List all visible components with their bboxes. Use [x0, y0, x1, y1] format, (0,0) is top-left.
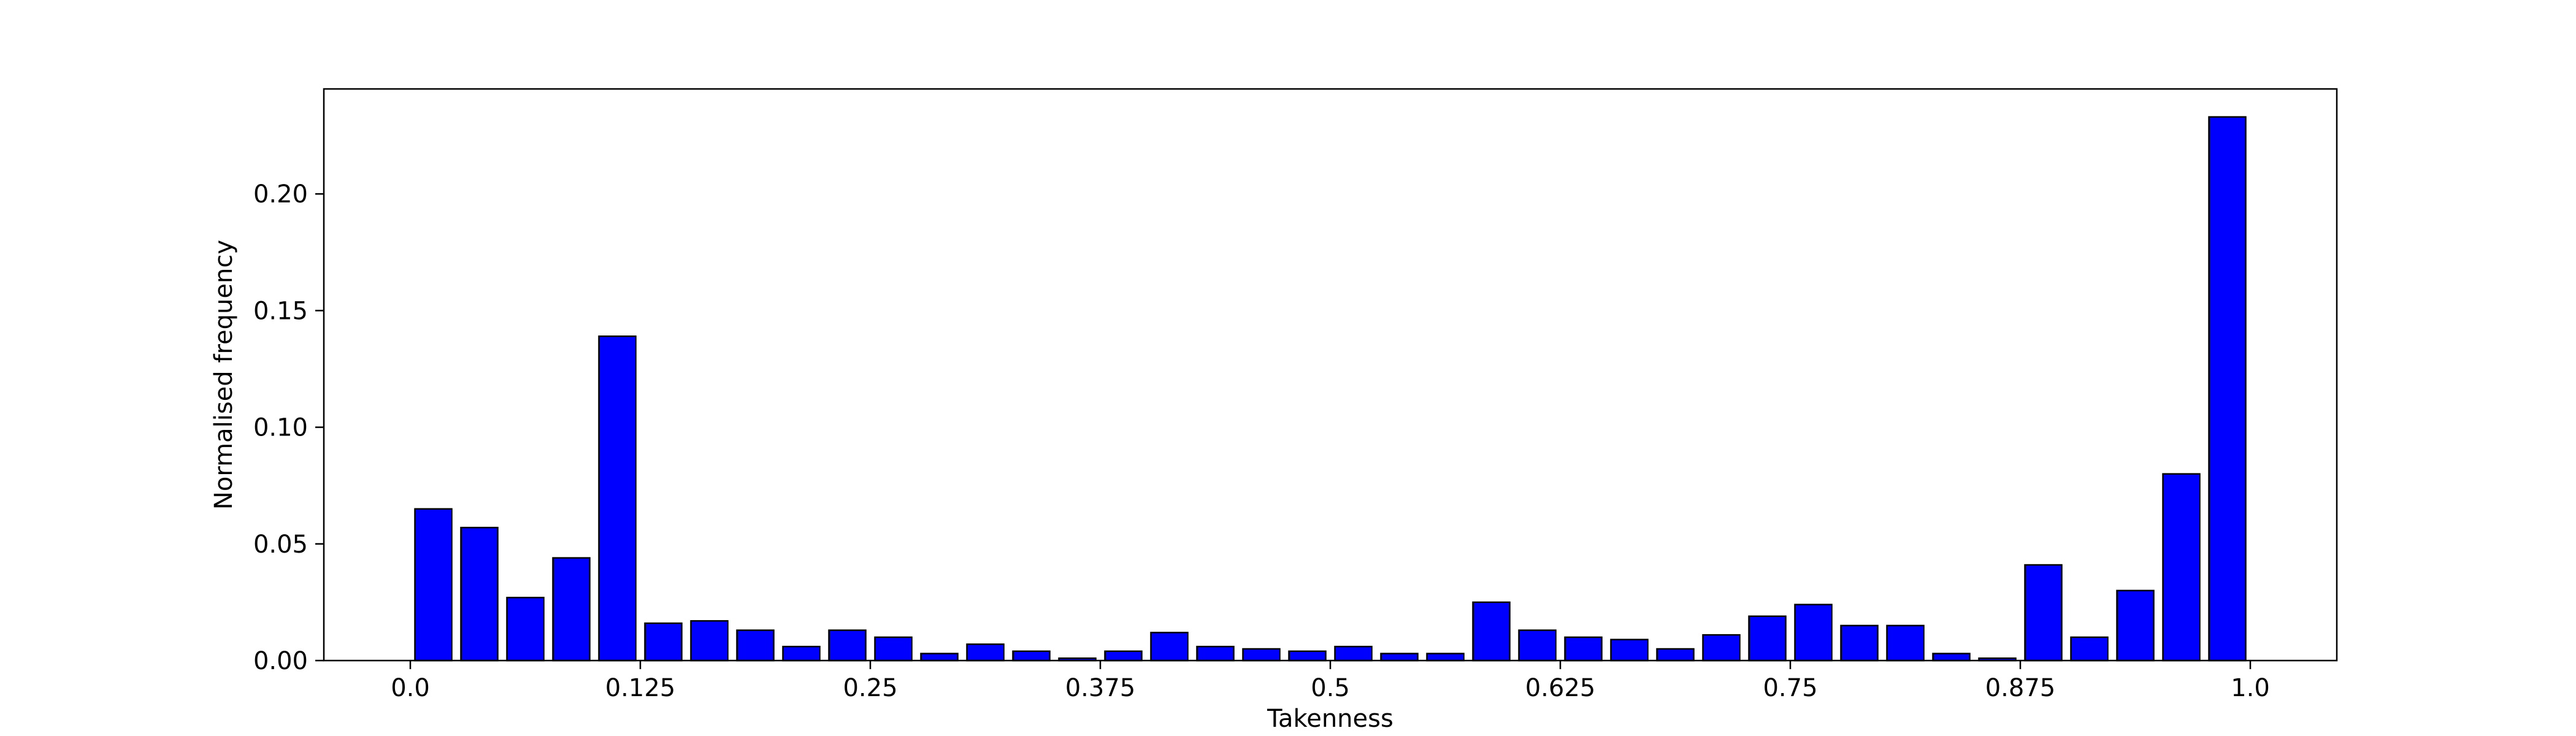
bar: [1288, 650, 1327, 662]
bars-group: [414, 116, 2247, 662]
x-tick-label: 0.25: [843, 674, 897, 702]
x-tick-label: 0.625: [1525, 674, 1596, 702]
bar: [736, 629, 775, 662]
x-tick-label: 0.125: [605, 674, 676, 702]
bar: [1334, 645, 1373, 662]
bar: [506, 597, 545, 662]
bar: [1748, 615, 1787, 662]
bar: [1794, 604, 1833, 662]
bar: [414, 508, 453, 662]
bar: [1150, 632, 1189, 662]
bar: [782, 645, 821, 662]
bar: [1886, 624, 1925, 662]
y-tick-label: 0.10: [253, 414, 308, 442]
x-tick-label: 0.375: [1065, 674, 1136, 702]
y-tick-label: 0.15: [253, 297, 308, 325]
bar: [460, 526, 499, 662]
bar: [1518, 629, 1557, 662]
bar: [1610, 638, 1649, 662]
bar: [690, 620, 729, 662]
bar: [1380, 653, 1419, 662]
bar: [874, 636, 913, 662]
bar: [1840, 624, 1879, 662]
bar: [920, 653, 959, 662]
bar: [598, 335, 637, 662]
bar: [1656, 648, 1695, 662]
bar: [1012, 650, 1051, 662]
x-tick-label: 0.875: [1985, 674, 2056, 702]
y-tick-label: 0.05: [253, 531, 308, 559]
x-tick-label: 0.0: [391, 674, 430, 702]
bar: [966, 643, 1005, 662]
bar: [2024, 564, 2063, 662]
bar: [1242, 648, 1281, 662]
bar: [644, 622, 683, 662]
bar: [2116, 589, 2155, 662]
bar: [1564, 636, 1603, 662]
bar: [1196, 645, 1235, 662]
x-axis-ticks: 0.0 0.125 0.25 0.375 0.5 0.625 0.75 0.875 1.0: [391, 661, 2270, 702]
bar: [1932, 653, 1971, 662]
bar: [552, 557, 591, 662]
y-axis-label: Normalised frequency: [210, 240, 238, 510]
bar: [1426, 653, 1465, 662]
x-tick-label: 1.0: [2231, 674, 2270, 702]
x-tick-label: 0.75: [1763, 674, 1817, 702]
bar: [1472, 601, 1511, 662]
bar: [1702, 634, 1741, 662]
y-tick-label: 0.20: [253, 180, 308, 209]
bar: [2162, 473, 2201, 662]
x-axis-label: Takenness: [1267, 705, 1393, 733]
bar: [828, 629, 867, 662]
bar: [2070, 636, 2109, 662]
bar: [1104, 650, 1143, 662]
bar: [2208, 116, 2247, 662]
y-tick-label: 0.00: [253, 647, 308, 675]
x-tick-label: 0.5: [1311, 674, 1350, 702]
y-axis-ticks: 0.00 0.05 0.10 0.15 0.20: [253, 180, 324, 675]
